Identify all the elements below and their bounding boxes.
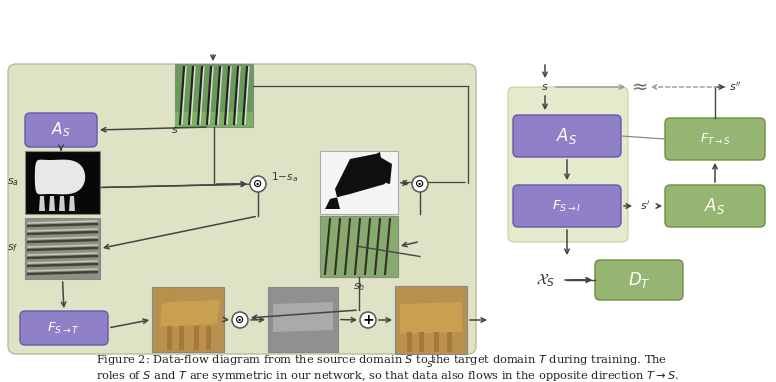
- Circle shape: [232, 312, 248, 328]
- Polygon shape: [160, 300, 220, 327]
- FancyBboxPatch shape: [508, 87, 628, 242]
- Text: $s'$: $s'$: [426, 358, 436, 371]
- Text: $F_{S\to I}$: $F_{S\to I}$: [553, 199, 582, 214]
- Text: $F_{S\to T}$: $F_{S\to T}$: [47, 320, 81, 335]
- Text: ⊙: ⊙: [253, 179, 263, 189]
- Bar: [152, 287, 224, 352]
- Polygon shape: [400, 302, 462, 334]
- FancyBboxPatch shape: [665, 185, 765, 227]
- Text: Figure 2: Data-flow diagram from the source domain $S$ to the target domain $T$ : Figure 2: Data-flow diagram from the sou…: [96, 353, 680, 382]
- Text: $D_T$: $D_T$: [628, 270, 650, 290]
- FancyBboxPatch shape: [25, 113, 97, 147]
- FancyBboxPatch shape: [8, 64, 476, 354]
- Circle shape: [250, 176, 266, 192]
- Text: $s_b$: $s_b$: [353, 281, 365, 293]
- Text: +: +: [362, 313, 374, 327]
- Text: ⊙: ⊙: [235, 315, 244, 325]
- Bar: [179, 326, 184, 350]
- Bar: [407, 332, 412, 352]
- Text: $A_S$: $A_S$: [51, 121, 71, 139]
- Polygon shape: [325, 152, 392, 209]
- Bar: [25, 151, 100, 214]
- Bar: [167, 326, 172, 350]
- Polygon shape: [39, 196, 45, 211]
- Polygon shape: [69, 196, 75, 211]
- Polygon shape: [49, 196, 55, 211]
- Bar: [434, 332, 439, 352]
- Polygon shape: [59, 196, 65, 211]
- Text: $s$: $s$: [171, 125, 178, 135]
- Polygon shape: [160, 287, 180, 304]
- Bar: [25, 218, 100, 279]
- Text: $\approx$: $\approx$: [628, 78, 648, 96]
- Bar: [447, 332, 452, 352]
- Circle shape: [360, 312, 376, 328]
- Bar: [320, 151, 398, 214]
- Text: $s'$: $s'$: [640, 199, 650, 212]
- FancyBboxPatch shape: [20, 311, 108, 345]
- Text: $s$: $s$: [541, 82, 549, 92]
- Text: $\mathcal{X}_S$: $\mathcal{X}_S$: [536, 271, 556, 289]
- Text: $s_f$: $s_f$: [7, 243, 19, 254]
- Text: $s_a$: $s_a$: [7, 176, 19, 188]
- FancyBboxPatch shape: [513, 185, 621, 227]
- Circle shape: [412, 176, 428, 192]
- Bar: [175, 112, 253, 127]
- Bar: [175, 64, 253, 127]
- Bar: [320, 216, 398, 277]
- Text: $A_S$: $A_S$: [556, 126, 577, 146]
- FancyBboxPatch shape: [595, 260, 683, 300]
- Polygon shape: [35, 160, 85, 194]
- Text: ⊙: ⊙: [415, 179, 424, 189]
- Text: $s^{\prime\prime}$: $s^{\prime\prime}$: [729, 81, 741, 94]
- Bar: [194, 326, 199, 350]
- FancyBboxPatch shape: [513, 115, 621, 157]
- Text: $1\!-\!s_a$: $1\!-\!s_a$: [272, 171, 299, 185]
- Bar: [268, 287, 338, 352]
- Bar: [206, 326, 211, 350]
- Text: $F_{T\to S}$: $F_{T\to S}$: [700, 131, 730, 147]
- FancyBboxPatch shape: [665, 118, 765, 160]
- Bar: [419, 332, 424, 352]
- Polygon shape: [273, 302, 333, 332]
- Bar: [395, 286, 467, 354]
- Text: $A_S$: $A_S$: [705, 196, 726, 216]
